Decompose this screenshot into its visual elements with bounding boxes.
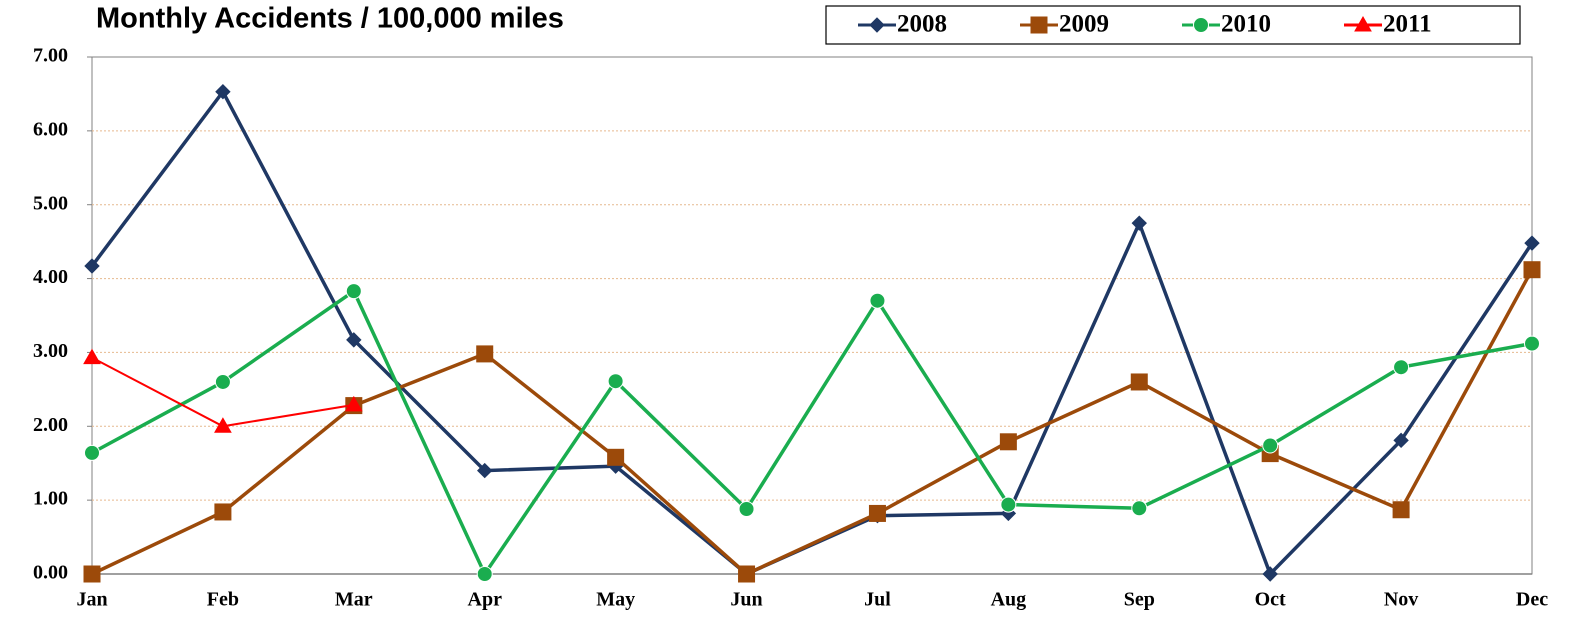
point [1392, 501, 1410, 519]
series-line [91, 268, 1534, 577]
point [738, 501, 755, 518]
series-line [91, 288, 1533, 578]
point [1393, 359, 1410, 376]
legend-label: 2010 [1221, 11, 1271, 38]
point [84, 258, 100, 274]
x-tick-label: Sep [1124, 589, 1155, 611]
point [1262, 566, 1278, 582]
point [607, 448, 625, 466]
point [738, 565, 756, 583]
x-tick-label: Feb [207, 589, 239, 611]
point [476, 566, 493, 582]
legend-label: 2009 [1059, 11, 1109, 38]
point [1393, 432, 1409, 449]
y-tick-label: 3.00 [33, 340, 68, 362]
x-tick-label: Mar [335, 589, 373, 611]
point [476, 345, 494, 363]
series-line [90, 88, 1534, 578]
point [1523, 261, 1541, 279]
y-tick-label: 4.00 [33, 266, 68, 288]
point [868, 504, 886, 522]
y-tick-label: 6.00 [33, 118, 68, 140]
point [607, 373, 624, 390]
point [214, 417, 232, 433]
point [83, 348, 101, 365]
y-tick-label: 1.00 [33, 488, 68, 510]
point [214, 373, 231, 390]
x-tick-label: Nov [1384, 589, 1418, 611]
point [1131, 500, 1148, 517]
point [1524, 335, 1540, 352]
x-tick-label: Jun [730, 589, 762, 611]
y-tick-label: 0.00 [33, 562, 68, 584]
legend-marker [1354, 15, 1372, 32]
x-tick-label: Dec [1516, 589, 1548, 611]
legend-marker [1030, 16, 1048, 34]
point [869, 292, 886, 309]
chart-title: Monthly Accidents / 100,000 miles [96, 3, 564, 35]
point [1000, 496, 1017, 513]
point [1131, 215, 1147, 231]
point [1130, 373, 1148, 391]
plot-area [91, 56, 1533, 575]
y-tick-label: 5.00 [33, 192, 68, 214]
series-line [91, 356, 354, 428]
x-tick-label: Aug [991, 589, 1027, 611]
point [345, 283, 362, 300]
point [1524, 235, 1540, 251]
x-tick-label: Jan [76, 589, 107, 611]
y-tick-label: 2.00 [33, 414, 68, 436]
legend-box [825, 5, 1521, 45]
point [346, 332, 362, 348]
point [215, 84, 231, 100]
point [84, 444, 100, 461]
x-tick-label: Oct [1255, 589, 1286, 611]
point [1262, 437, 1279, 454]
x-tick-label: Jul [864, 589, 891, 611]
legend-label: 2011 [1383, 11, 1432, 38]
legend-marker [869, 17, 885, 33]
legend-marker [1193, 17, 1209, 33]
y-tick-label: 7.00 [33, 45, 68, 67]
x-tick-label: May [596, 589, 635, 611]
point [83, 565, 101, 583]
point [999, 433, 1017, 451]
x-tick-label: Apr [468, 589, 503, 611]
point [477, 462, 493, 479]
point [344, 395, 363, 412]
point [214, 503, 232, 521]
legend-label: 2008 [897, 11, 947, 38]
